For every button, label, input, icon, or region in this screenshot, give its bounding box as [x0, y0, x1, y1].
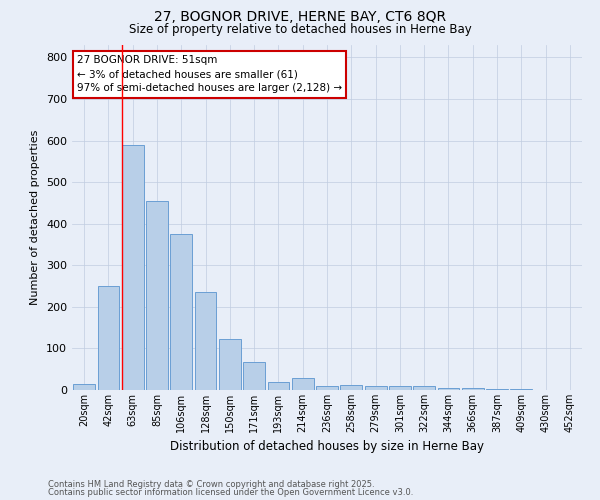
Text: 27, BOGNOR DRIVE, HERNE BAY, CT6 8QR: 27, BOGNOR DRIVE, HERNE BAY, CT6 8QR: [154, 10, 446, 24]
Bar: [462, 388, 484, 390]
Bar: [97, 286, 119, 390]
Text: Contains HM Land Registry data © Crown copyright and database right 2025.: Contains HM Land Registry data © Crown c…: [48, 480, 374, 489]
Text: 27 BOGNOR DRIVE: 51sqm
← 3% of detached houses are smaller (61)
97% of semi-deta: 27 BOGNOR DRIVE: 51sqm ← 3% of detached …: [77, 56, 342, 94]
Bar: [219, 340, 241, 390]
Bar: [268, 382, 289, 390]
Bar: [413, 386, 435, 390]
Bar: [340, 385, 362, 390]
Bar: [316, 386, 338, 390]
X-axis label: Distribution of detached houses by size in Herne Bay: Distribution of detached houses by size …: [170, 440, 484, 454]
Bar: [511, 389, 532, 390]
Bar: [292, 378, 314, 390]
Text: Size of property relative to detached houses in Herne Bay: Size of property relative to detached ho…: [128, 22, 472, 36]
Bar: [73, 384, 95, 390]
Text: Contains public sector information licensed under the Open Government Licence v3: Contains public sector information licen…: [48, 488, 413, 497]
Bar: [243, 362, 265, 390]
Bar: [365, 386, 386, 390]
Bar: [486, 389, 508, 390]
Bar: [146, 201, 168, 390]
Bar: [170, 234, 192, 390]
Bar: [437, 388, 460, 390]
Bar: [389, 386, 411, 390]
Y-axis label: Number of detached properties: Number of detached properties: [31, 130, 40, 305]
Bar: [122, 145, 143, 390]
Bar: [194, 292, 217, 390]
